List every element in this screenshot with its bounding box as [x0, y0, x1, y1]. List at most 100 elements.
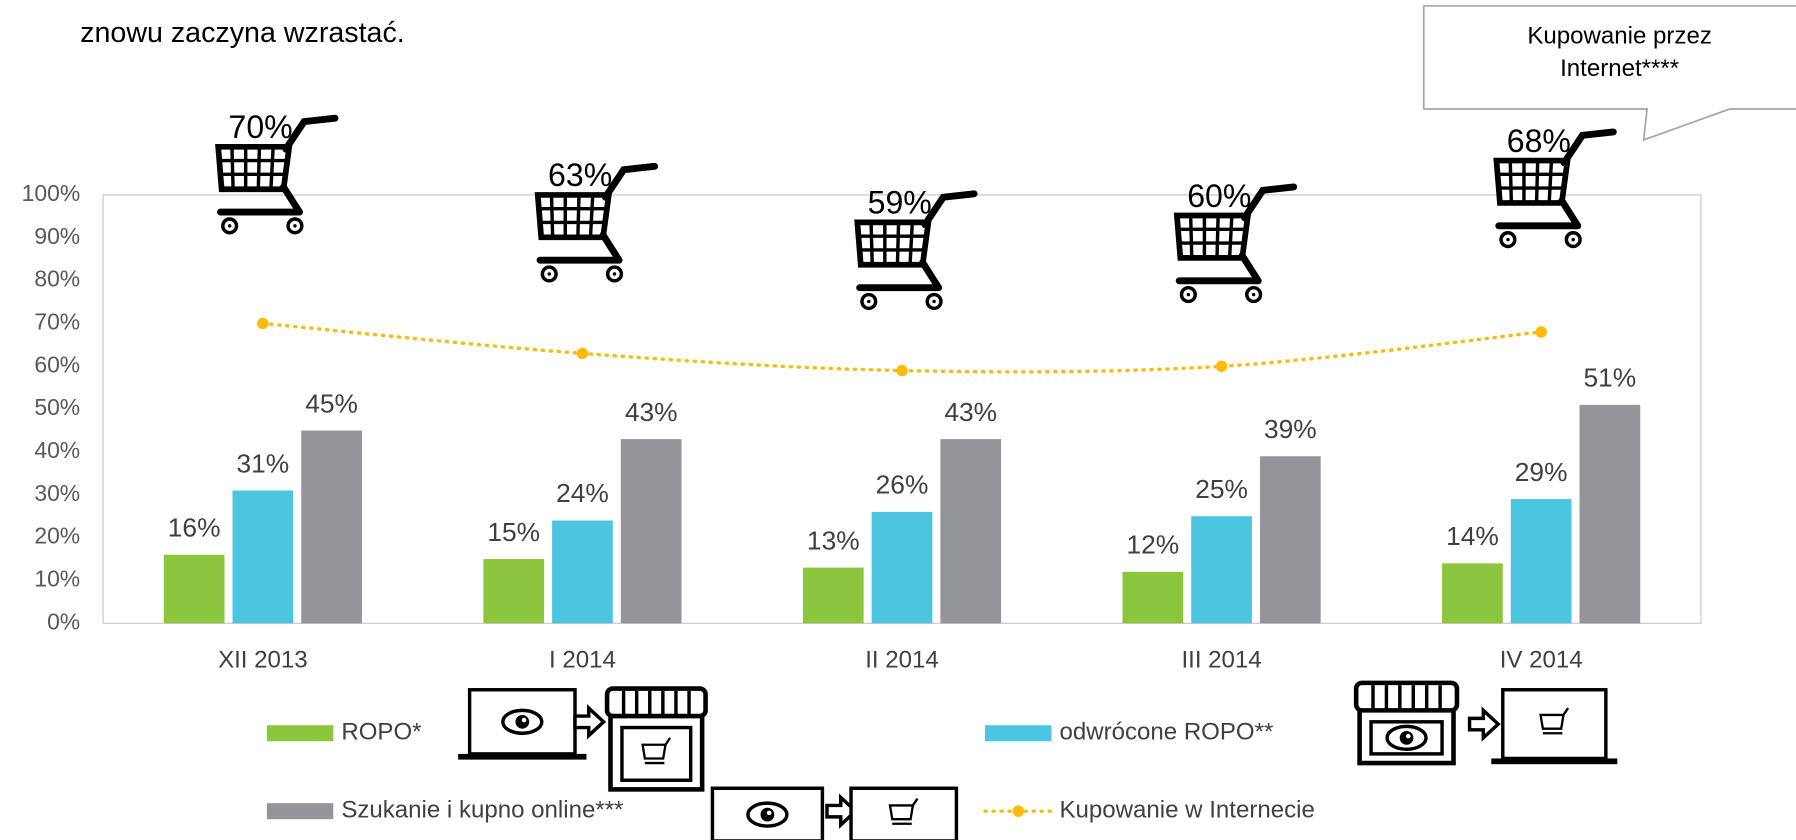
icon-part — [1467, 706, 1501, 742]
cart-part — [282, 114, 339, 153]
line-marker — [576, 347, 589, 360]
cart-part — [869, 222, 874, 265]
icon-part — [1399, 730, 1414, 745]
value-label: 26% — [876, 470, 929, 500]
bar — [802, 567, 864, 624]
value-label: 43% — [625, 397, 678, 427]
bar — [552, 520, 613, 624]
line-marker — [257, 317, 269, 330]
value-label: 13% — [807, 525, 860, 555]
cart-part — [1241, 183, 1298, 222]
cart-part — [269, 146, 275, 190]
icon-part — [458, 753, 587, 760]
y-tick-label: 80% — [34, 266, 80, 292]
store-icon — [1353, 680, 1460, 766]
y-tick-label: 40% — [34, 437, 80, 463]
subtitle: znowu zaczyna wzrastać. — [80, 17, 405, 49]
cart-part — [549, 194, 555, 238]
cart-part — [230, 146, 235, 190]
cart-part — [534, 192, 613, 241]
laptop-icon — [458, 688, 587, 760]
cart-part — [1186, 292, 1191, 297]
legend-label: odwrócone ROPO** — [1060, 719, 1274, 746]
value-label: 29% — [1515, 457, 1568, 487]
cart-part — [1175, 252, 1262, 285]
bar — [1510, 499, 1572, 624]
cart-part — [576, 194, 581, 238]
icon-part — [604, 686, 708, 719]
cart-part — [217, 183, 303, 216]
icon-part — [766, 810, 772, 816]
cart-icon — [1173, 183, 1298, 304]
bar — [1191, 516, 1252, 624]
x-tick-label: XII 2013 — [218, 646, 308, 673]
cart-part — [215, 143, 293, 193]
value-label: 31% — [237, 448, 290, 478]
cart-part — [1215, 215, 1220, 258]
bar — [871, 511, 933, 624]
value-label: 39% — [1264, 414, 1317, 444]
legend-marker — [1012, 805, 1024, 817]
icon-part — [849, 786, 959, 840]
arrow-icon — [573, 704, 607, 740]
cart-part — [1251, 292, 1256, 297]
line-marker — [1535, 326, 1547, 338]
icon-part — [1353, 680, 1460, 713]
y-tick-label: 30% — [34, 480, 80, 506]
bar — [1122, 571, 1184, 624]
cart-part — [1188, 215, 1194, 258]
bar — [1442, 563, 1503, 624]
line-marker — [896, 364, 908, 377]
cart-part — [612, 272, 617, 276]
value-label: 14% — [1446, 521, 1499, 551]
laptop-icon — [710, 786, 825, 840]
x-tick-label: IV 2014 — [1500, 646, 1583, 673]
cart-part — [256, 146, 262, 190]
icon-part — [825, 793, 859, 829]
value-label: 15% — [487, 517, 540, 547]
cart-part — [867, 299, 871, 304]
line-value-label: 63% — [548, 157, 612, 193]
cart-part — [1506, 237, 1510, 242]
icon-part — [641, 737, 672, 765]
arrow-icon — [825, 793, 859, 829]
cart-part — [932, 299, 936, 304]
cart-icon — [854, 190, 978, 311]
cart-part — [921, 190, 978, 229]
legend-label: Kupowanie w Internecie — [1060, 797, 1315, 824]
arrow-icon — [1467, 706, 1501, 742]
y-tick-label: 20% — [34, 523, 80, 549]
cart-icon — [215, 114, 339, 235]
cart-part — [536, 231, 623, 264]
icon-part — [1539, 707, 1570, 735]
laptop-icon — [1491, 688, 1618, 765]
cart-part — [895, 222, 901, 265]
bar — [232, 490, 294, 624]
icon-part — [515, 714, 530, 729]
callout-holder: Kupowanie przez Internet**** — [1527, 23, 1712, 82]
value-label: 24% — [556, 478, 609, 508]
y-tick-label: 10% — [34, 566, 80, 592]
value-label: 45% — [305, 388, 358, 418]
cart-part — [293, 224, 297, 228]
cart-part — [1571, 237, 1575, 242]
cart-part — [1493, 157, 1571, 206]
legend-swatch — [266, 725, 334, 742]
store-icon — [604, 686, 708, 792]
value-label: 51% — [1584, 363, 1637, 393]
legend-label: Szukanie i kupno online*** — [341, 797, 623, 824]
annotation: Kupowanie przez Internet**** — [1527, 23, 1712, 82]
bar — [1259, 456, 1321, 624]
cart-part — [1560, 128, 1617, 167]
legend-swatch — [985, 725, 1052, 742]
cart-part — [1495, 197, 1582, 230]
line — [261, 321, 1543, 374]
x-tick-label: II 2014 — [865, 646, 939, 673]
value-label: 12% — [1127, 530, 1180, 560]
y-tick-label: 90% — [34, 223, 80, 249]
bar — [483, 559, 545, 624]
cart-part — [601, 162, 659, 201]
x-tick-label: III 2014 — [1181, 646, 1261, 673]
icon-part — [888, 797, 919, 825]
cart-part — [588, 194, 595, 238]
